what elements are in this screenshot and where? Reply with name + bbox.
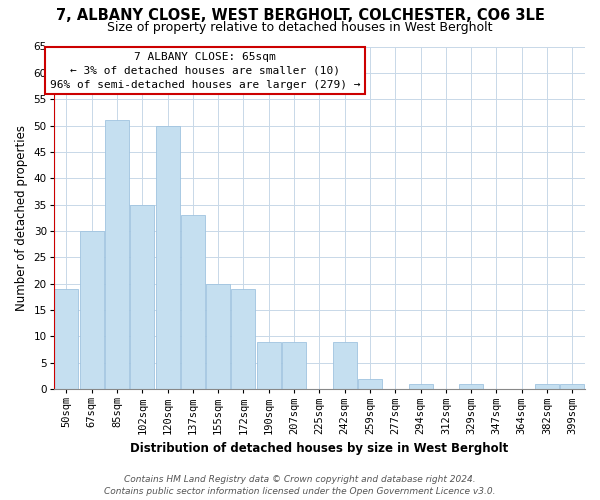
Text: 7, ALBANY CLOSE, WEST BERGHOLT, COLCHESTER, CO6 3LE: 7, ALBANY CLOSE, WEST BERGHOLT, COLCHEST… — [56, 8, 544, 22]
Bar — [105, 120, 129, 389]
Bar — [358, 378, 382, 389]
Bar — [332, 342, 356, 389]
Bar — [282, 342, 306, 389]
Bar — [459, 384, 483, 389]
Bar — [257, 342, 281, 389]
Bar — [181, 215, 205, 389]
Text: Contains HM Land Registry data © Crown copyright and database right 2024.
Contai: Contains HM Land Registry data © Crown c… — [104, 474, 496, 496]
Y-axis label: Number of detached properties: Number of detached properties — [15, 125, 28, 311]
Bar — [206, 284, 230, 389]
Bar — [409, 384, 433, 389]
X-axis label: Distribution of detached houses by size in West Bergholt: Distribution of detached houses by size … — [130, 442, 509, 455]
Bar — [155, 126, 179, 389]
Text: Size of property relative to detached houses in West Bergholt: Size of property relative to detached ho… — [107, 21, 493, 34]
Bar — [130, 204, 154, 389]
Bar — [560, 384, 584, 389]
Bar — [232, 289, 256, 389]
Bar — [55, 289, 79, 389]
Bar — [80, 231, 104, 389]
Text: 7 ALBANY CLOSE: 65sqm
← 3% of detached houses are smaller (10)
96% of semi-detac: 7 ALBANY CLOSE: 65sqm ← 3% of detached h… — [50, 52, 361, 90]
Bar — [535, 384, 559, 389]
